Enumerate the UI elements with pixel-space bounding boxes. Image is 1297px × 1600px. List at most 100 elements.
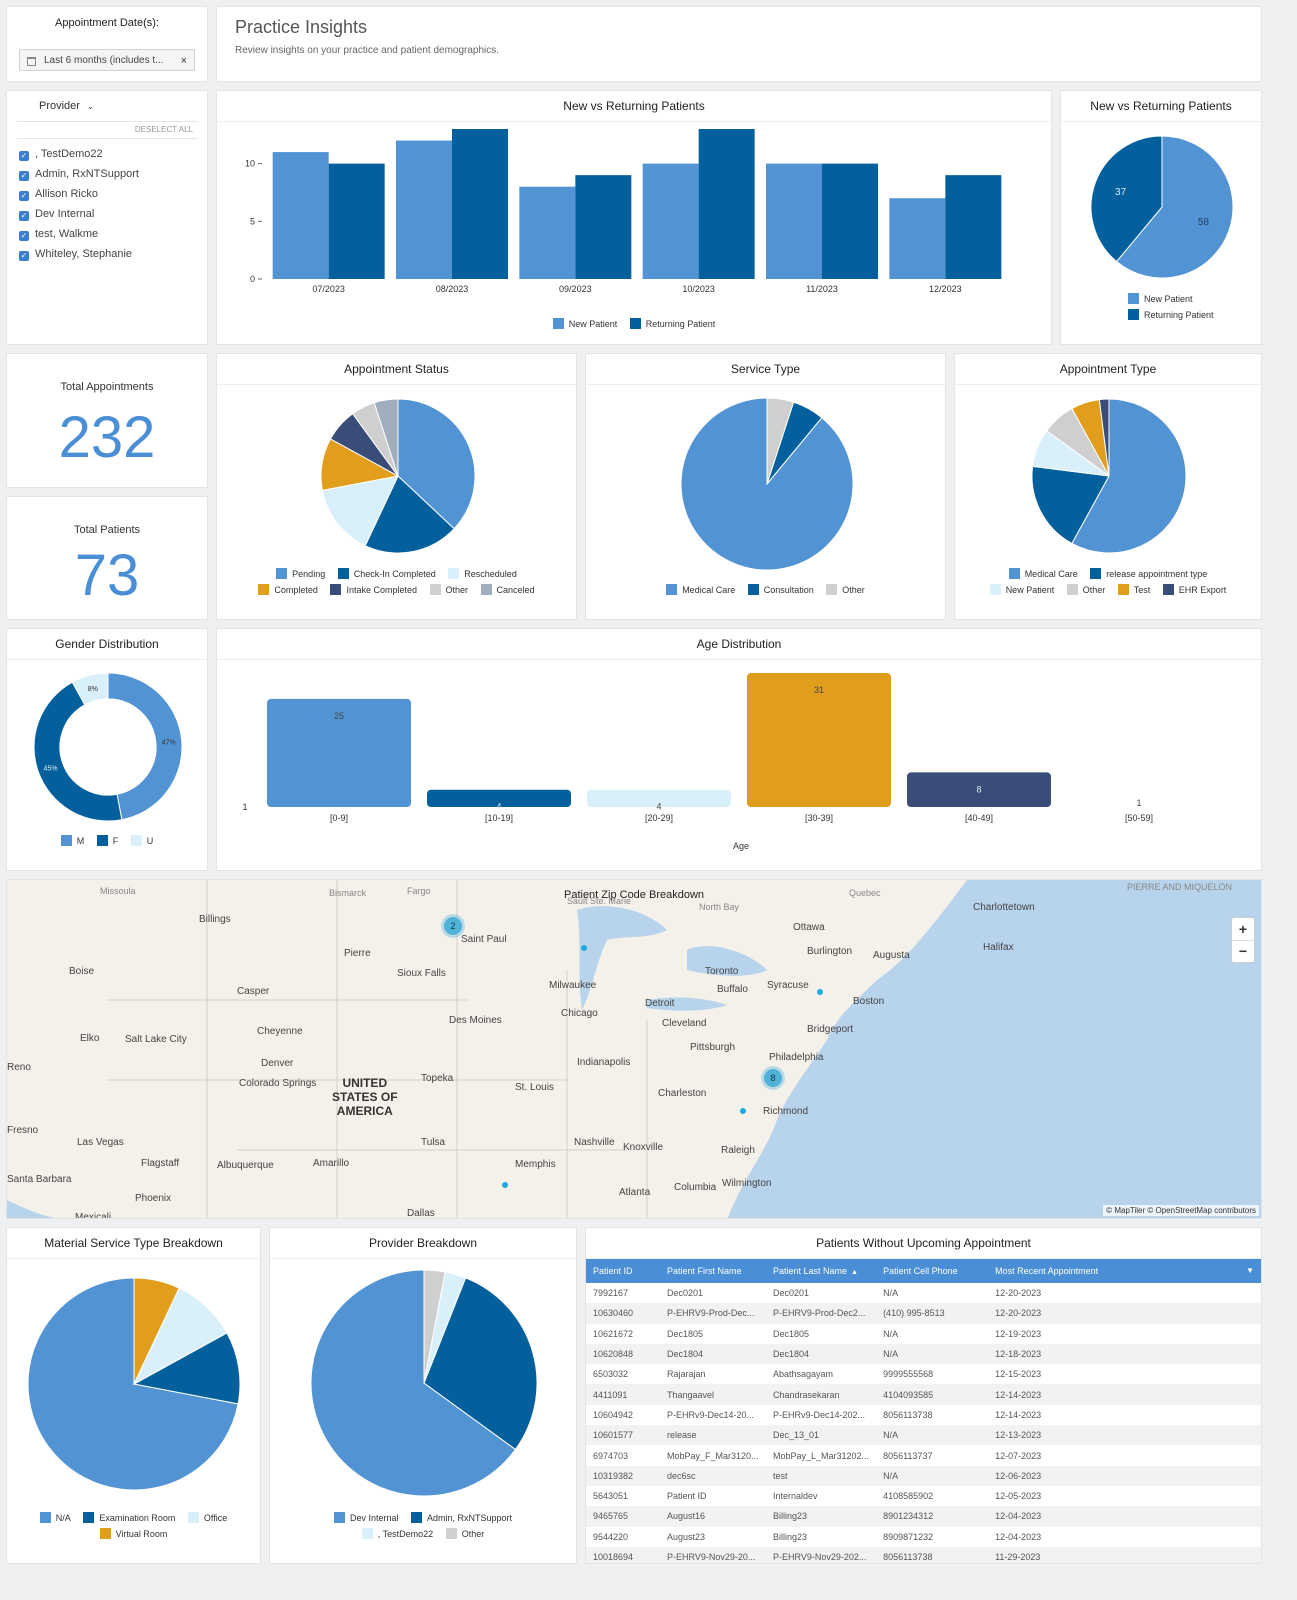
legend-item[interactable]: Admin, RxNTSupport xyxy=(411,1510,512,1526)
map-point-marker[interactable] xyxy=(581,945,587,951)
pie-slice[interactable] xyxy=(310,1269,517,1497)
pie-slice[interactable] xyxy=(423,1269,446,1384)
legend-item[interactable]: Check-In Completed xyxy=(337,566,436,582)
bar[interactable] xyxy=(267,698,411,807)
zoom-out-button[interactable]: − xyxy=(1238,943,1248,959)
map-point-marker[interactable] xyxy=(502,1182,508,1188)
bar[interactable] xyxy=(822,163,878,279)
provider-item[interactable]: ✓ Dev Internal xyxy=(19,208,95,221)
column-header-first-name[interactable]: Patient First Name xyxy=(660,1259,766,1283)
provider-item[interactable]: ✓ test, Walkme xyxy=(19,228,99,241)
deselect-all-link[interactable]: DESELECT ALL xyxy=(134,125,193,134)
checkbox-checked-icon[interactable]: ✓ xyxy=(19,171,29,181)
pie-slice[interactable] xyxy=(107,672,183,821)
bar[interactable] xyxy=(396,140,452,279)
legend-item[interactable]: Completed xyxy=(258,582,318,598)
pie-slice[interactable] xyxy=(397,398,476,530)
legend-item[interactable]: EHR Export xyxy=(1162,582,1226,598)
bar[interactable] xyxy=(698,129,755,279)
legend-item[interactable]: Office xyxy=(187,1510,227,1526)
legend-item[interactable]: release appointment type xyxy=(1090,566,1207,582)
pie-slice[interactable] xyxy=(133,1277,180,1385)
checkbox-checked-icon[interactable]: ✓ xyxy=(19,151,29,161)
legend-item[interactable]: , TestDemo22 xyxy=(361,1526,433,1542)
zoom-in-button[interactable]: + xyxy=(1232,918,1254,941)
bar[interactable] xyxy=(328,163,385,279)
pie-slice[interactable] xyxy=(1090,135,1163,263)
date-range-select[interactable]: Last 6 months (includes t... × xyxy=(19,49,195,71)
legend-item[interactable]: F xyxy=(96,833,118,849)
legend-item[interactable]: Intake Completed xyxy=(330,582,417,598)
legend-item[interactable]: Other xyxy=(429,582,468,598)
provider-dropdown[interactable]: Provider ⌄ xyxy=(39,100,94,112)
bar[interactable] xyxy=(642,163,699,279)
legend-item[interactable]: Examination Room xyxy=(83,1510,175,1526)
table-row[interactable]: 10319382 dec6sc test N/A 12-06-2023 xyxy=(586,1465,1261,1486)
column-header-last-name[interactable]: Patient Last Name ▲ xyxy=(766,1259,877,1283)
bar[interactable] xyxy=(519,186,576,279)
map-cluster-marker[interactable]: 8 xyxy=(764,1069,782,1087)
legend-item[interactable]: M xyxy=(60,833,84,849)
legend-item[interactable]: U xyxy=(130,833,153,849)
table-row[interactable]: 10018694 P-EHRV9-Nov29-20... P-EHRV9-Nov29… xyxy=(586,1546,1261,1563)
bar[interactable] xyxy=(587,789,731,807)
table-row[interactable]: 9544220 August23 Billing23 8909871232 12-04-… xyxy=(586,1527,1261,1547)
bar[interactable] xyxy=(427,789,571,807)
pie-slice[interactable] xyxy=(1031,465,1110,545)
checkbox-checked-icon[interactable]: ✓ xyxy=(19,231,29,241)
table-row[interactable]: 10620848 Dec1804 Dec1804 N/A 12-18-2023 xyxy=(586,1343,1261,1365)
table-row[interactable]: 10604942 P-EHRv9-Dec14-20... P-EHRv9-Dec14… xyxy=(586,1405,1261,1425)
legend-item[interactable]: Consultation xyxy=(747,582,814,598)
checkbox-checked-icon[interactable]: ✓ xyxy=(19,211,29,221)
bar[interactable] xyxy=(766,163,822,279)
legend-item[interactable]: New Patient xyxy=(552,316,617,332)
legend-item[interactable]: N/A xyxy=(39,1510,71,1526)
legend-item[interactable]: Medical Care xyxy=(1008,566,1078,582)
legend-item[interactable]: Rescheduled xyxy=(448,566,517,582)
map-attribution[interactable]: © MapTiler © OpenStreetMap contributors xyxy=(1103,1205,1259,1216)
checkbox-checked-icon[interactable]: ✓ xyxy=(19,251,29,261)
table-row[interactable]: 9465765 August16 Billing23 8901234312 12-04-… xyxy=(586,1506,1261,1527)
bar[interactable] xyxy=(747,673,891,807)
checkbox-checked-icon[interactable]: ✓ xyxy=(19,191,29,201)
map-point-marker[interactable] xyxy=(817,989,823,995)
provider-item[interactable]: ✓ Whiteley, Stephanie xyxy=(19,248,133,261)
legend-item[interactable]: Returning Patient xyxy=(629,316,715,332)
pie-slice[interactable] xyxy=(132,1332,241,1405)
pie-slice[interactable] xyxy=(321,475,399,547)
pie-slice[interactable] xyxy=(373,398,399,477)
column-header-recent-appointment[interactable]: Most Recent Appointment ▼ xyxy=(988,1259,1261,1283)
legend-item[interactable]: Virtual Room xyxy=(99,1526,167,1542)
pie-slice[interactable] xyxy=(1071,398,1187,554)
pie-slice[interactable] xyxy=(423,1277,538,1451)
provider-item[interactable]: ✓ Allison Ricko xyxy=(19,188,98,201)
table-row[interactable]: 7992167 Dec0201 Dec0201 N/A 12-20-2023 xyxy=(586,1283,1261,1303)
legend-item[interactable]: Other xyxy=(826,582,865,598)
bar[interactable] xyxy=(945,175,1002,279)
bar[interactable] xyxy=(452,129,508,279)
pie-slice[interactable] xyxy=(33,681,123,822)
column-header-patient-id[interactable]: Patient ID xyxy=(586,1259,660,1283)
map-cluster-marker[interactable]: 2 xyxy=(444,917,462,935)
pie-slice[interactable] xyxy=(1115,135,1234,279)
legend-item[interactable]: Dev Internal xyxy=(333,1510,398,1526)
legend-item[interactable]: New Patient xyxy=(989,582,1054,598)
legend-item[interactable]: Other xyxy=(445,1526,484,1542)
bar[interactable] xyxy=(272,152,329,279)
pie-slice[interactable] xyxy=(364,475,455,554)
pie-slice[interactable] xyxy=(766,397,795,485)
legend-item[interactable]: Pending xyxy=(276,566,325,582)
table-row[interactable]: 10621672 Dec1805 Dec1805 N/A 12-19-2023 xyxy=(586,1324,1261,1344)
bar[interactable] xyxy=(575,175,632,279)
legend-item[interactable]: Test xyxy=(1117,582,1150,598)
table-row[interactable]: 5643051 Patient ID Internaldev 4108585902 12… xyxy=(586,1486,1261,1506)
legend-item[interactable]: Canceled xyxy=(480,582,535,598)
legend-item[interactable]: Returning Patient xyxy=(1128,307,1214,323)
column-header-cell-phone[interactable]: Patient Cell Phone xyxy=(876,1259,989,1283)
table-row[interactable]: 10601577 release Dec_13_01 N/A 12-13-2023 xyxy=(586,1425,1261,1446)
pie-slice[interactable] xyxy=(71,672,109,706)
pie-slice[interactable] xyxy=(1098,398,1110,477)
legend-item[interactable]: Other xyxy=(1066,582,1105,598)
clear-date-icon[interactable]: × xyxy=(180,55,187,67)
provider-item[interactable]: ✓, TestDemo22 xyxy=(19,148,103,161)
